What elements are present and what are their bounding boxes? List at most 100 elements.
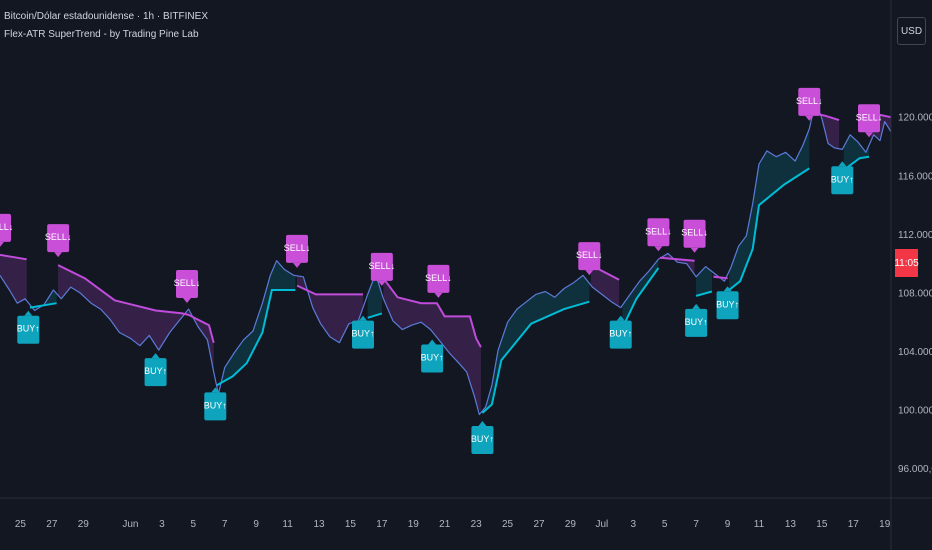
time-tick-label: 7 bbox=[222, 519, 228, 530]
time-tick-label: 19 bbox=[879, 519, 891, 530]
buy-signal-label[interactable]: BUY↑ bbox=[685, 303, 708, 337]
sell-signal-label[interactable]: SELL↓ bbox=[796, 87, 823, 121]
time-tick-label: Jun bbox=[122, 519, 138, 530]
signal-label-text: SELL↓ bbox=[369, 261, 396, 271]
price-tick-label: 104.000,0 bbox=[898, 347, 932, 358]
signal-label-text: SELL↓ bbox=[856, 112, 883, 122]
signal-label-text: SELL↓ bbox=[576, 250, 603, 260]
signal-label-text: BUY↑ bbox=[609, 329, 632, 339]
time-tick-label: 25 bbox=[15, 519, 27, 530]
supertrend-down-line bbox=[57, 264, 215, 343]
time-tick-label: 11 bbox=[754, 519, 765, 530]
signal-label-text: SELL↓ bbox=[645, 226, 672, 236]
supertrend-down-line bbox=[296, 284, 363, 296]
buy-signal-label[interactable]: BUY↑ bbox=[609, 315, 632, 349]
price-tick-label: 108.000,0 bbox=[898, 288, 932, 299]
time-tick-label: 21 bbox=[439, 519, 451, 530]
indicator-title[interactable]: Flex-ATR SuperTrend - by Trading Pine La… bbox=[4, 29, 199, 40]
price-line bbox=[0, 100, 892, 416]
price-series bbox=[0, 100, 892, 416]
sell-signal-label[interactable]: SELL↓ bbox=[45, 224, 72, 258]
buy-signal-label[interactable]: BUY↑ bbox=[831, 161, 854, 195]
trend-fill bbox=[0, 106, 891, 413]
time-tick-label: 9 bbox=[725, 519, 731, 530]
trend-fill-band bbox=[482, 276, 590, 413]
signal-label-text: BUY↑ bbox=[471, 434, 494, 444]
supertrend-up-line bbox=[695, 290, 713, 297]
time-tick-label: 7 bbox=[693, 519, 699, 530]
time-tick-label: 17 bbox=[848, 519, 860, 530]
supertrend-up-line bbox=[29, 302, 57, 309]
signal-label-text: BUY↑ bbox=[685, 317, 708, 327]
trend-fill-band bbox=[0, 254, 27, 303]
signal-label-text: BUY↑ bbox=[204, 400, 227, 410]
trend-fill-band bbox=[696, 268, 712, 296]
time-tick-label: Jul bbox=[595, 519, 608, 530]
supertrend-down-line bbox=[382, 277, 482, 348]
trend-fill-band bbox=[729, 128, 810, 290]
time-tick-label: 17 bbox=[376, 519, 388, 530]
signal-label-text: SELL↓ bbox=[681, 228, 708, 238]
time-tick-label: 13 bbox=[313, 519, 325, 530]
buy-signal-label[interactable]: BUY↑ bbox=[204, 387, 227, 421]
signal-label-text: SELL↓ bbox=[0, 222, 13, 232]
time-tick-label: 13 bbox=[785, 519, 797, 530]
signal-label-text: BUY↑ bbox=[351, 329, 374, 339]
time-tick-label: 25 bbox=[502, 519, 514, 530]
price-tick-label: 96.000,0 bbox=[898, 464, 932, 475]
buy-signal-label[interactable]: BUY↑ bbox=[17, 310, 40, 344]
signal-label-text: SELL↓ bbox=[425, 273, 452, 283]
supertrend-up-line bbox=[481, 300, 590, 414]
symbol-title[interactable]: Bitcoin/Dólar estadounidense · 1h · BITF… bbox=[4, 11, 208, 22]
sell-signal-label[interactable]: SELL↓ bbox=[284, 234, 311, 268]
sell-signal-label[interactable]: SELL↓ bbox=[0, 213, 13, 247]
time-tick-label: 5 bbox=[191, 519, 197, 530]
trend-fill-band bbox=[810, 106, 840, 149]
buy-signal-label[interactable]: BUY↑ bbox=[144, 353, 167, 387]
time-tick-label: 27 bbox=[46, 519, 58, 530]
supertrend-down-line bbox=[0, 253, 27, 261]
supertrend-up-line bbox=[216, 289, 296, 387]
signal-label-text: SELL↓ bbox=[796, 96, 823, 106]
sell-signal-label[interactable]: SELL↓ bbox=[576, 242, 603, 276]
time-tick-label: 19 bbox=[408, 519, 420, 530]
trend-fill-band bbox=[843, 135, 869, 170]
signal-label-text: BUY↑ bbox=[421, 353, 444, 363]
time-tick-label: 9 bbox=[253, 519, 259, 530]
trend-fill-band bbox=[383, 278, 481, 413]
price-axis[interactable]: 96.000,0 100.000,0 104.000,0 108.000,0 112.0… bbox=[898, 113, 932, 476]
time-tick-label: 23 bbox=[471, 519, 483, 530]
trend-fill-band bbox=[590, 265, 620, 307]
signal-label-text: BUY↑ bbox=[17, 324, 40, 334]
buy-signal-label[interactable]: BUY↑ bbox=[351, 315, 375, 349]
currency-button[interactable]: USD bbox=[897, 17, 926, 45]
time-tick-label: 15 bbox=[345, 519, 357, 530]
trend-fill-band bbox=[297, 275, 363, 343]
trend-fill-band bbox=[622, 259, 659, 329]
chart-legend: Bitcoin/Dólar estadounidense · 1h · BITF… bbox=[4, 8, 208, 44]
signal-label-text: SELL↓ bbox=[45, 232, 72, 242]
signal-label-text: BUY↑ bbox=[716, 299, 739, 309]
buy-signal-label[interactable]: BUY↑ bbox=[716, 286, 739, 320]
price-tick-label: 112.000,0 bbox=[898, 230, 932, 241]
supertrend-down-line bbox=[713, 275, 728, 280]
buy-signal-label[interactable]: BUY↑ bbox=[471, 421, 494, 455]
trend-fill-band bbox=[58, 265, 214, 372]
signal-label-text: SELL↓ bbox=[174, 278, 201, 288]
sell-signal-label[interactable]: SELL↓ bbox=[645, 218, 672, 252]
sell-signal-label[interactable]: SELL↓ bbox=[174, 270, 201, 304]
time-tick-label: 5 bbox=[662, 519, 668, 530]
buy-signal-label[interactable]: BUY↑ bbox=[421, 339, 444, 373]
sell-signal-label[interactable]: SELL↓ bbox=[681, 219, 708, 253]
sell-signal-label[interactable]: SELL↓ bbox=[856, 104, 883, 138]
price-countdown-tag: 11:05 bbox=[894, 249, 919, 277]
sell-signal-label[interactable]: SELL↓ bbox=[425, 264, 452, 298]
sell-signal-label[interactable]: SELL↓ bbox=[369, 252, 396, 286]
price-tick-label: 120.000,0 bbox=[898, 113, 932, 124]
time-tick-label: 11 bbox=[282, 519, 293, 530]
time-tick-label: 27 bbox=[533, 519, 545, 530]
time-axis[interactable]: 25 27 29 Jun 3 5 7 9 11 13 15 17 19 21 23 25 27 29 Jul 3 5 7 9… bbox=[15, 519, 891, 530]
price-tick-label: 116.000,0 bbox=[898, 171, 932, 182]
